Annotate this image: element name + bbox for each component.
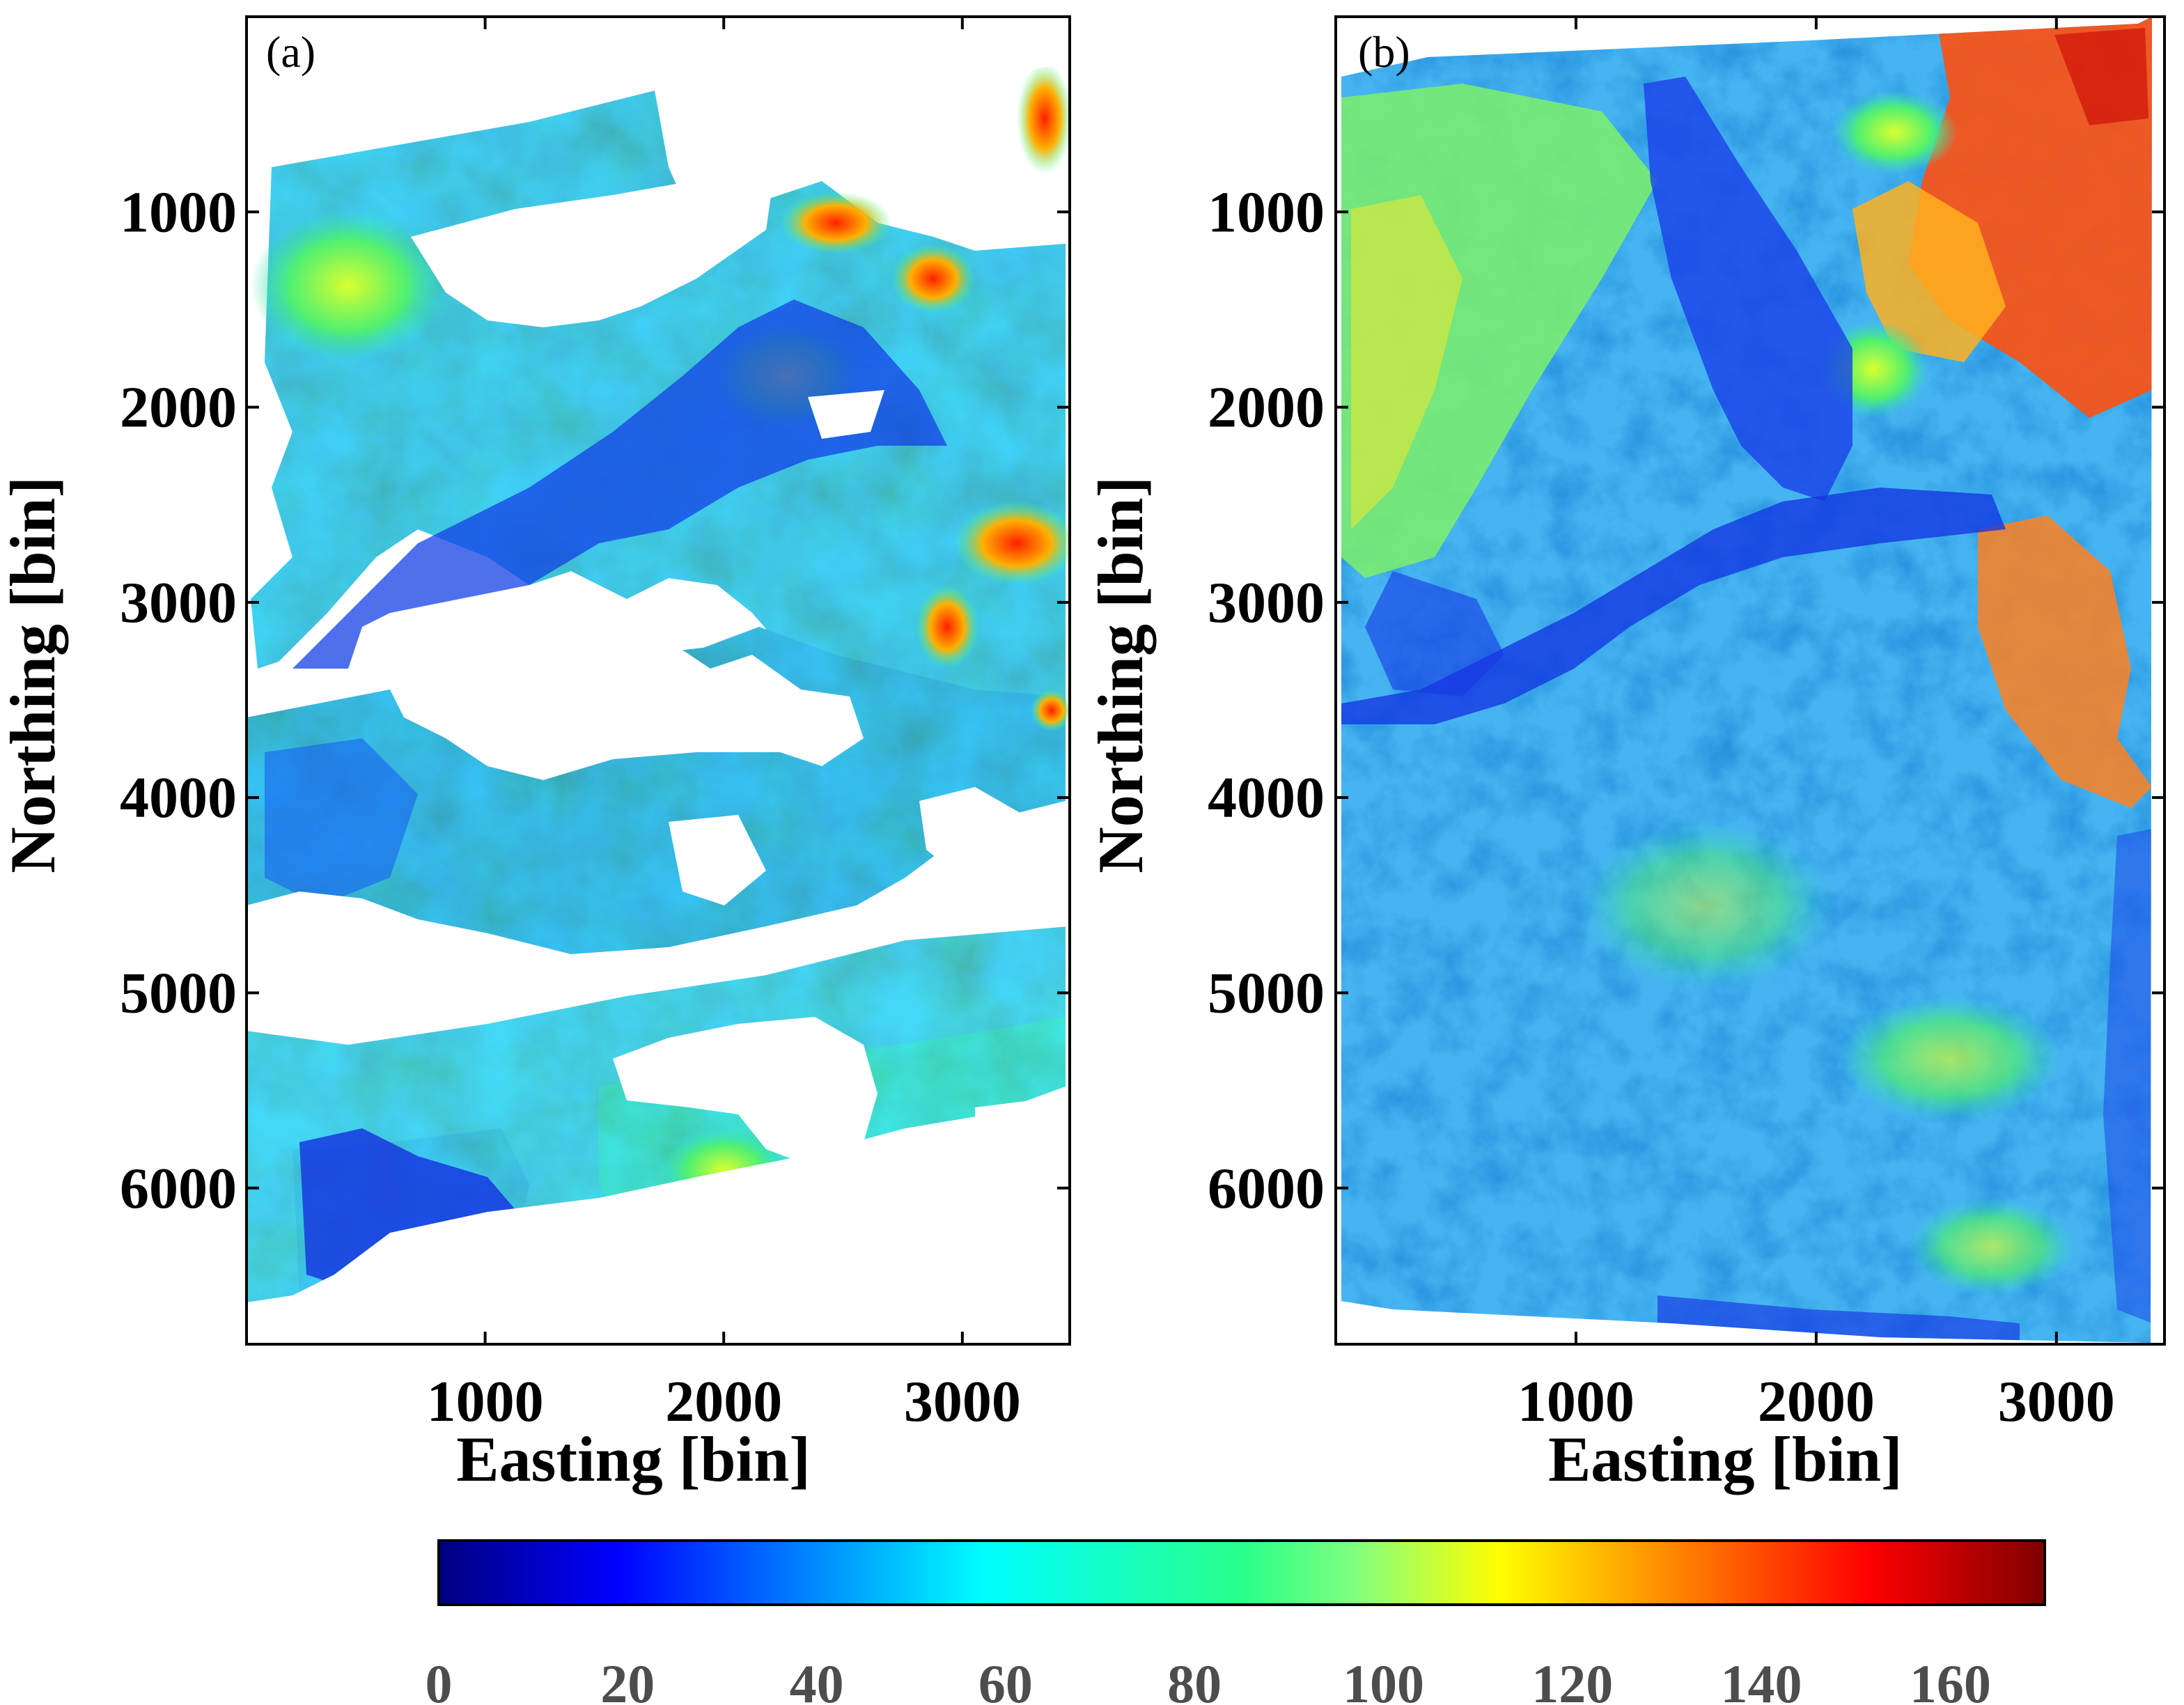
gap-a-10 [247, 1087, 1070, 1344]
highland-b-2 [1351, 195, 1462, 529]
colorbar-tick-label: 80 [1167, 1653, 1222, 1705]
valley-b-2 [1341, 488, 2006, 724]
gap-a-3 [390, 641, 864, 780]
colorbar-tick-label: 100 [1343, 1653, 1424, 1705]
hot-b-2 [1852, 181, 2006, 362]
panel-a: 1000 2000 3000 1000 2000 3000 4000 5000 6000 East… [0, 15, 1071, 1495]
hotspot-a-4 [916, 585, 978, 669]
lowland-a-1 [292, 299, 947, 669]
green-b-2 [1832, 91, 1957, 174]
panel-b-ytick-label: 3000 [1208, 570, 1325, 635]
gap-a-6 [613, 1017, 878, 1170]
panel-b-xtick-label: 3000 [1998, 1369, 2115, 1434]
colorbar-tick-label: 60 [978, 1653, 1033, 1705]
gap-a-11 [247, 801, 1070, 1045]
panel-a-frame [245, 15, 1071, 1346]
hotspot-a-5 [891, 244, 975, 313]
panel-a-xtick-label: 3000 [904, 1369, 1021, 1434]
panel-a-ytick-label: 3000 [120, 570, 237, 635]
colorbar: 0 20 40 60 80 100 120 140 160 [426, 1539, 2046, 1705]
panel-a-ytick-label: 6000 [120, 1156, 237, 1221]
panel-b-xlabel: Easting [bin] [1548, 1424, 1903, 1495]
panel-b-map [1341, 17, 2152, 1343]
green-b-5 [1908, 1198, 2075, 1295]
panel-b-ytick-label: 1000 [1208, 180, 1325, 244]
hotspot-a-1 [780, 192, 891, 254]
gap-a-9 [247, 17, 1070, 167]
panel-b-xtick-label: 1000 [1518, 1369, 1635, 1434]
colorbar-gradient [437, 1539, 2046, 1606]
panel-a-xtick-label: 2000 [665, 1369, 782, 1434]
panel-a-ytick-label: 4000 [120, 765, 237, 830]
panel-a-map [247, 17, 1070, 1344]
panel-a-ytick-label: 2000 [120, 375, 237, 440]
panel-b-ytick-label: 4000 [1208, 765, 1325, 830]
hotspot-a-2 [1017, 63, 1070, 174]
lowland-a-3 [265, 738, 418, 905]
green-a-2 [251, 209, 446, 362]
colorbar-tick-label: 160 [1910, 1653, 1991, 1705]
panel-b-axes: 1000 2000 3000 1000 2000 3000 4000 5000 6000 East… [1085, 17, 2164, 1495]
gap-a-12 [247, 662, 292, 696]
panel-b-ytick-label: 2000 [1208, 375, 1325, 440]
green-b-4 [1581, 822, 1832, 989]
gap-a-2 [808, 390, 884, 439]
valley-b-1 [1644, 77, 1852, 501]
valley-b-4 [2103, 829, 2152, 1323]
colorbar-tick-label: 0 [426, 1653, 453, 1705]
panel-b-tag: (b) [1358, 27, 1410, 77]
valley-b-3 [1365, 571, 1504, 696]
hot-b-4 [2054, 28, 2148, 125]
panel-a-xlabel: Easting [bin] [456, 1424, 811, 1495]
colorbar-tick-label: 40 [790, 1653, 844, 1705]
panel-b: 1000 2000 3000 1000 2000 3000 4000 5000 6000 East… [1085, 15, 2166, 1495]
hotspot-a-6 [1031, 690, 1070, 731]
panel-a-axes: 1000 2000 3000 1000 2000 3000 4000 5000 6000 East… [0, 17, 1070, 1495]
panel-b-frame [1334, 15, 2166, 1346]
hot-b-3 [1978, 515, 2152, 808]
panel-a-ylabel: Northing [bin] [0, 476, 68, 873]
panel-a-tag: (a) [266, 27, 315, 77]
panel-b-ytick-label: 5000 [1208, 960, 1325, 1025]
panel-a-ytick-label: 5000 [120, 960, 237, 1025]
panel-a-xtick-label: 1000 [427, 1369, 544, 1434]
colorbar-ticks: 0 20 40 60 80 100 120 140 160 [426, 1653, 1991, 1705]
panel-a-ytick-label: 1000 [120, 180, 237, 244]
green-b-3 [1839, 996, 2061, 1121]
panel-b-ylabel: Northing [bin] [1085, 476, 1156, 873]
panel-b-xtick-label: 2000 [1758, 1369, 1875, 1434]
gap-a-1 [411, 174, 773, 327]
hotspot-a-3 [954, 501, 1070, 585]
colorbar-tick-label: 120 [1531, 1653, 1613, 1705]
colorbar-tick-label: 140 [1721, 1653, 1802, 1705]
colorbar-tick-label: 20 [600, 1653, 655, 1705]
panel-b-ytick-label: 6000 [1208, 1156, 1325, 1221]
gap-a-5 [669, 815, 766, 905]
